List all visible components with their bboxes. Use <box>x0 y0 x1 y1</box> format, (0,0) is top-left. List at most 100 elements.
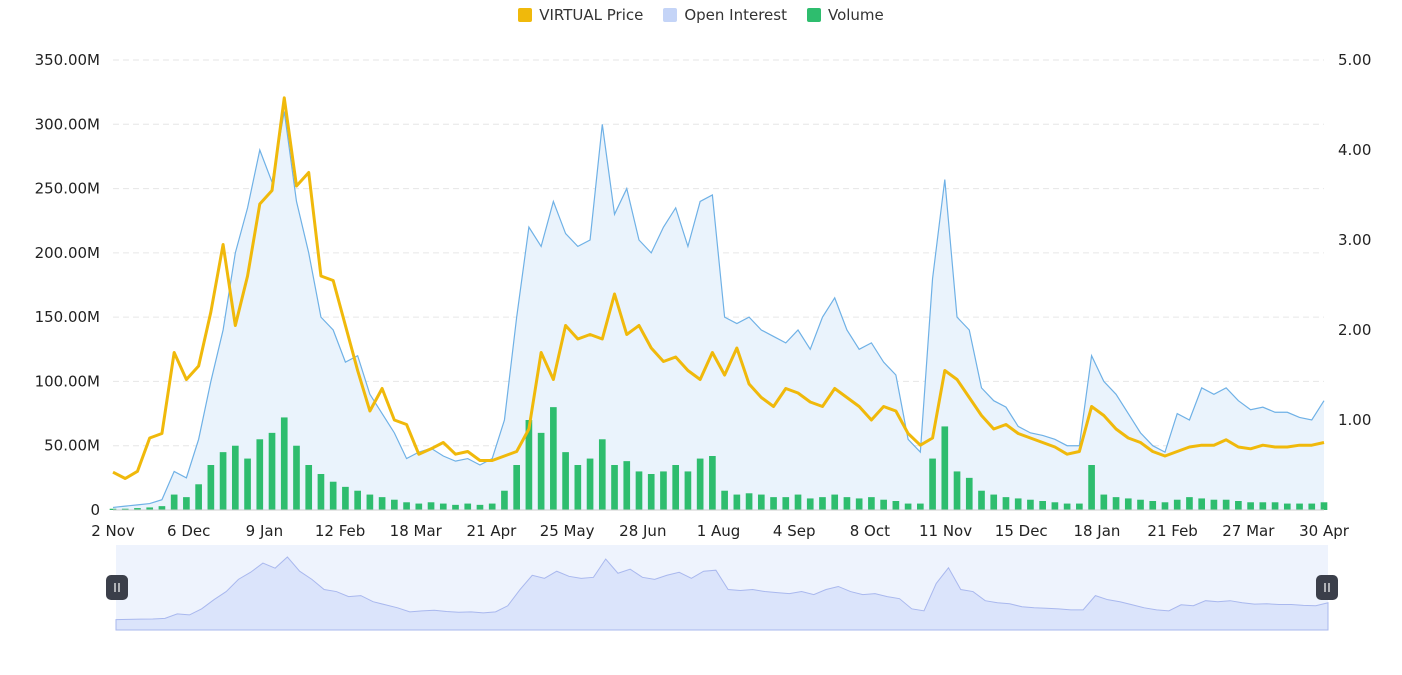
navigator-left-handle[interactable] <box>106 575 128 600</box>
open-interest-swatch <box>663 8 678 22</box>
volume-bar <box>391 499 398 510</box>
volume-bars <box>109 407 1328 510</box>
x-axis-tick-label: 12 Feb <box>315 522 365 540</box>
volume-bar <box>684 471 692 510</box>
x-axis-tick-label: 21 Feb <box>1147 522 1197 540</box>
volume-bar <box>1259 502 1267 510</box>
volume-bar <box>1271 502 1279 510</box>
chart-legend: VIRTUAL Price Open Interest Volume <box>0 6 1402 24</box>
x-axis-tick-label: 15 Dec <box>995 522 1048 540</box>
volume-bar <box>195 484 202 510</box>
volume-bar <box>305 465 313 510</box>
volume-bar <box>109 508 117 510</box>
x-axis: 2 Nov 6 Dec 9 Jan 12 Feb 18 Mar 21 Apr 25 May 2… <box>91 509 1350 540</box>
volume-bar <box>1051 502 1059 510</box>
volume-bar <box>293 445 300 510</box>
volume-bar <box>244 458 251 510</box>
volume-bar <box>268 432 276 510</box>
volume-bar <box>342 486 349 510</box>
volume-bar <box>256 439 264 510</box>
legend-item-open-interest[interactable]: Open Interest <box>663 6 787 24</box>
volume-bar <box>280 417 288 510</box>
range-navigator[interactable] <box>106 545 1338 631</box>
x-axis-tick-label: 18 Jan <box>1073 522 1120 540</box>
left-axis-tick-label: 300.00M <box>35 115 100 133</box>
volume-bar <box>366 494 374 510</box>
left-axis-tick-label: 100.00M <box>35 372 100 390</box>
volume-bar <box>1014 498 1022 510</box>
volume-bar <box>978 490 985 510</box>
left-axis-tick-label: 150.00M <box>35 308 100 326</box>
volume-bar <box>819 497 826 510</box>
volume-bar <box>550 407 557 510</box>
volume-bar <box>1002 497 1010 510</box>
left-axis-tick-label: 250.00M <box>35 180 100 198</box>
volume-bar <box>1235 501 1242 510</box>
volume-bar <box>647 474 655 510</box>
volume-bar <box>183 497 190 510</box>
volume-bar <box>464 503 472 510</box>
volume-bar <box>782 497 790 510</box>
volume-bar <box>427 502 435 510</box>
volume-bar <box>513 465 520 510</box>
volume-bar <box>917 503 924 510</box>
volume-bar <box>1112 497 1120 510</box>
volume-bar <box>806 498 814 510</box>
volume-bar <box>941 426 949 510</box>
right-axis-tick-label: 4.00 <box>1338 141 1371 159</box>
volume-bar <box>733 494 741 510</box>
volume-bar <box>721 490 728 510</box>
volume-bar <box>231 445 239 510</box>
volume-bar <box>1283 503 1291 510</box>
volume-bar <box>329 481 337 510</box>
volume-bar <box>1296 503 1303 510</box>
volume-swatch <box>806 8 821 22</box>
volume-bar <box>843 497 851 510</box>
x-axis-tick-label: 27 Mar <box>1222 522 1275 540</box>
volume-bar <box>134 508 141 510</box>
volume-bar <box>1198 498 1206 510</box>
volume-bar <box>1247 502 1254 510</box>
volume-bar <box>1149 501 1157 510</box>
x-axis-tick-label: 2 Nov <box>91 522 135 540</box>
legend-item-price[interactable]: VIRTUAL Price <box>518 6 643 24</box>
x-axis-tick-label: 11 Nov <box>919 522 972 540</box>
volume-bar <box>672 465 680 510</box>
x-axis-tick-label: 28 Jun <box>619 522 666 540</box>
volume-bar <box>623 461 631 510</box>
left-axis-tick-label: 200.00M <box>35 244 100 262</box>
x-axis-tick-label: 25 May <box>540 522 595 540</box>
volume-bar <box>953 471 961 510</box>
volume-bar <box>158 506 166 510</box>
left-axis-tick-label: 50.00M <box>44 437 100 455</box>
legend-volume-label: Volume <box>827 6 884 24</box>
volume-bar <box>660 471 667 510</box>
x-axis-tick-label: 9 Jan <box>246 522 283 540</box>
volume-bar <box>598 439 606 510</box>
price-swatch <box>518 8 533 22</box>
volume-bar <box>880 499 887 510</box>
volume-bar <box>892 501 900 510</box>
legend-item-volume[interactable]: Volume <box>806 6 884 24</box>
open-interest-line <box>112 111 1325 509</box>
volume-bar <box>1173 499 1181 510</box>
volume-bar <box>1320 502 1328 510</box>
right-axis-tick-label: 1.00 <box>1338 411 1371 429</box>
volume-bar <box>537 432 545 510</box>
volume-bar <box>1210 499 1218 510</box>
x-axis-tick-label: 8 Oct <box>850 522 890 540</box>
x-axis-tick-label: 6 Dec <box>167 522 210 540</box>
volume-bar <box>1124 498 1132 510</box>
volume-bar <box>1100 494 1108 510</box>
price-series-line <box>112 96 1325 480</box>
volume-bar <box>501 490 508 510</box>
right-y-axis: 1.00 2.00 3.00 4.00 5.00 <box>1338 51 1371 429</box>
x-axis-tick-label: 21 Apr <box>467 522 518 540</box>
navigator-right-handle[interactable] <box>1316 575 1338 600</box>
volume-bar <box>439 503 447 510</box>
navigator-series <box>115 556 1329 631</box>
volume-bar <box>965 477 973 510</box>
volume-bar <box>452 504 459 510</box>
volume-bar <box>611 465 618 510</box>
left-y-axis: 0 50.00M 100.00M 150.00M 200.00M 250.00M 300.0… <box>35 51 100 519</box>
